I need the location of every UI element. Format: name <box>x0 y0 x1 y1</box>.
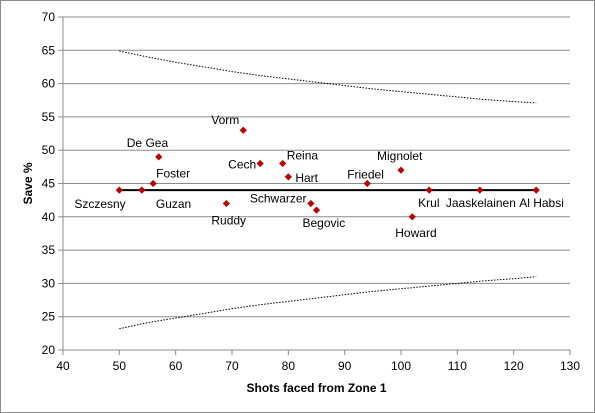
point-label-hart: Hart <box>295 171 318 185</box>
point-hart <box>284 173 292 181</box>
x-axis-title: Shots faced from Zone 1 <box>246 381 386 395</box>
point-label-al-habsi: Al Habsi <box>519 196 564 210</box>
x-tick-label-60: 60 <box>169 359 183 373</box>
upper-band-curve <box>119 50 537 104</box>
point-label-szczesny: Szczesny <box>74 197 125 211</box>
x-tick-label-130: 130 <box>560 359 580 373</box>
x-tick-label-90: 90 <box>338 359 352 373</box>
y-tick-label-65: 65 <box>42 43 56 57</box>
data-points <box>115 126 540 221</box>
lower-band-curve <box>119 276 537 330</box>
x-tick-label-120: 120 <box>504 359 524 373</box>
y-tick-label-70: 70 <box>42 10 56 24</box>
point-label-jaaskelainen: Jaaskelainen <box>446 196 516 210</box>
y-tick-label-20: 20 <box>42 343 56 357</box>
point-label-foster: Foster <box>156 167 190 181</box>
point-label-cech: Cech <box>228 158 256 172</box>
y-tick-label-35: 35 <box>42 243 56 257</box>
point-vorm <box>239 126 247 134</box>
point-begovic <box>312 206 321 214</box>
point-guzan <box>138 186 146 194</box>
x-axis-ticks: 40 50 60 70 80 90 100 110 120 130 <box>56 350 580 373</box>
point-al-habsi <box>532 186 540 194</box>
x-tick-label-40: 40 <box>56 359 70 373</box>
point-jaaskelainen <box>476 186 484 194</box>
y-tick-label-50: 50 <box>42 143 56 157</box>
point-foster <box>149 179 157 188</box>
point-krul <box>425 186 433 194</box>
point-label-mignolet: Mignolet <box>377 149 423 163</box>
point-howard <box>408 213 416 221</box>
point-cech <box>256 159 264 168</box>
y-tick-label-60: 60 <box>42 77 56 91</box>
y-tick-label-55: 55 <box>42 110 56 124</box>
point-ruddy <box>222 199 230 208</box>
point-de-gea <box>155 153 163 161</box>
point-szczesny <box>115 186 123 194</box>
y-tick-label-30: 30 <box>42 276 56 290</box>
y-axis-ticks: 20 25 30 35 40 45 50 55 60 65 70 <box>42 10 63 357</box>
gridlines <box>63 16 570 318</box>
y-axis-title: Save % <box>21 162 35 204</box>
y-tick-label-40: 40 <box>42 210 56 224</box>
point-label-reina: Reina <box>287 149 319 163</box>
point-label-guzan: Guzan <box>156 197 191 211</box>
point-friedel <box>363 179 371 188</box>
point-label-krul: Krul <box>418 196 439 210</box>
x-tick-label-80: 80 <box>282 359 296 373</box>
point-label-howard: Howard <box>395 226 436 240</box>
point-label-begovic: Begovic <box>303 216 346 230</box>
confidence-bands <box>119 50 537 330</box>
x-tick-label-50: 50 <box>113 359 127 373</box>
point-reina <box>279 159 287 168</box>
point-label-friedel: Friedel <box>347 168 384 182</box>
y-tick-label-45: 45 <box>42 177 56 191</box>
point-schwarzer <box>307 199 315 208</box>
point-label-vorm: Vorm <box>211 113 239 127</box>
x-tick-label-70: 70 <box>225 359 239 373</box>
point-label-schwarzer: Schwarzer <box>250 191 307 205</box>
point-mignolet <box>397 166 405 174</box>
point-labels: Szczesny Guzan Foster De Gea Ruddy Vorm Cech Re… <box>74 113 564 240</box>
x-tick-label-110: 110 <box>448 359 467 373</box>
x-tick-label-100: 100 <box>391 359 411 373</box>
point-label-de-gea: De Gea <box>127 136 169 150</box>
y-tick-label-25: 25 <box>42 310 56 324</box>
point-label-ruddy: Ruddy <box>211 213 246 227</box>
